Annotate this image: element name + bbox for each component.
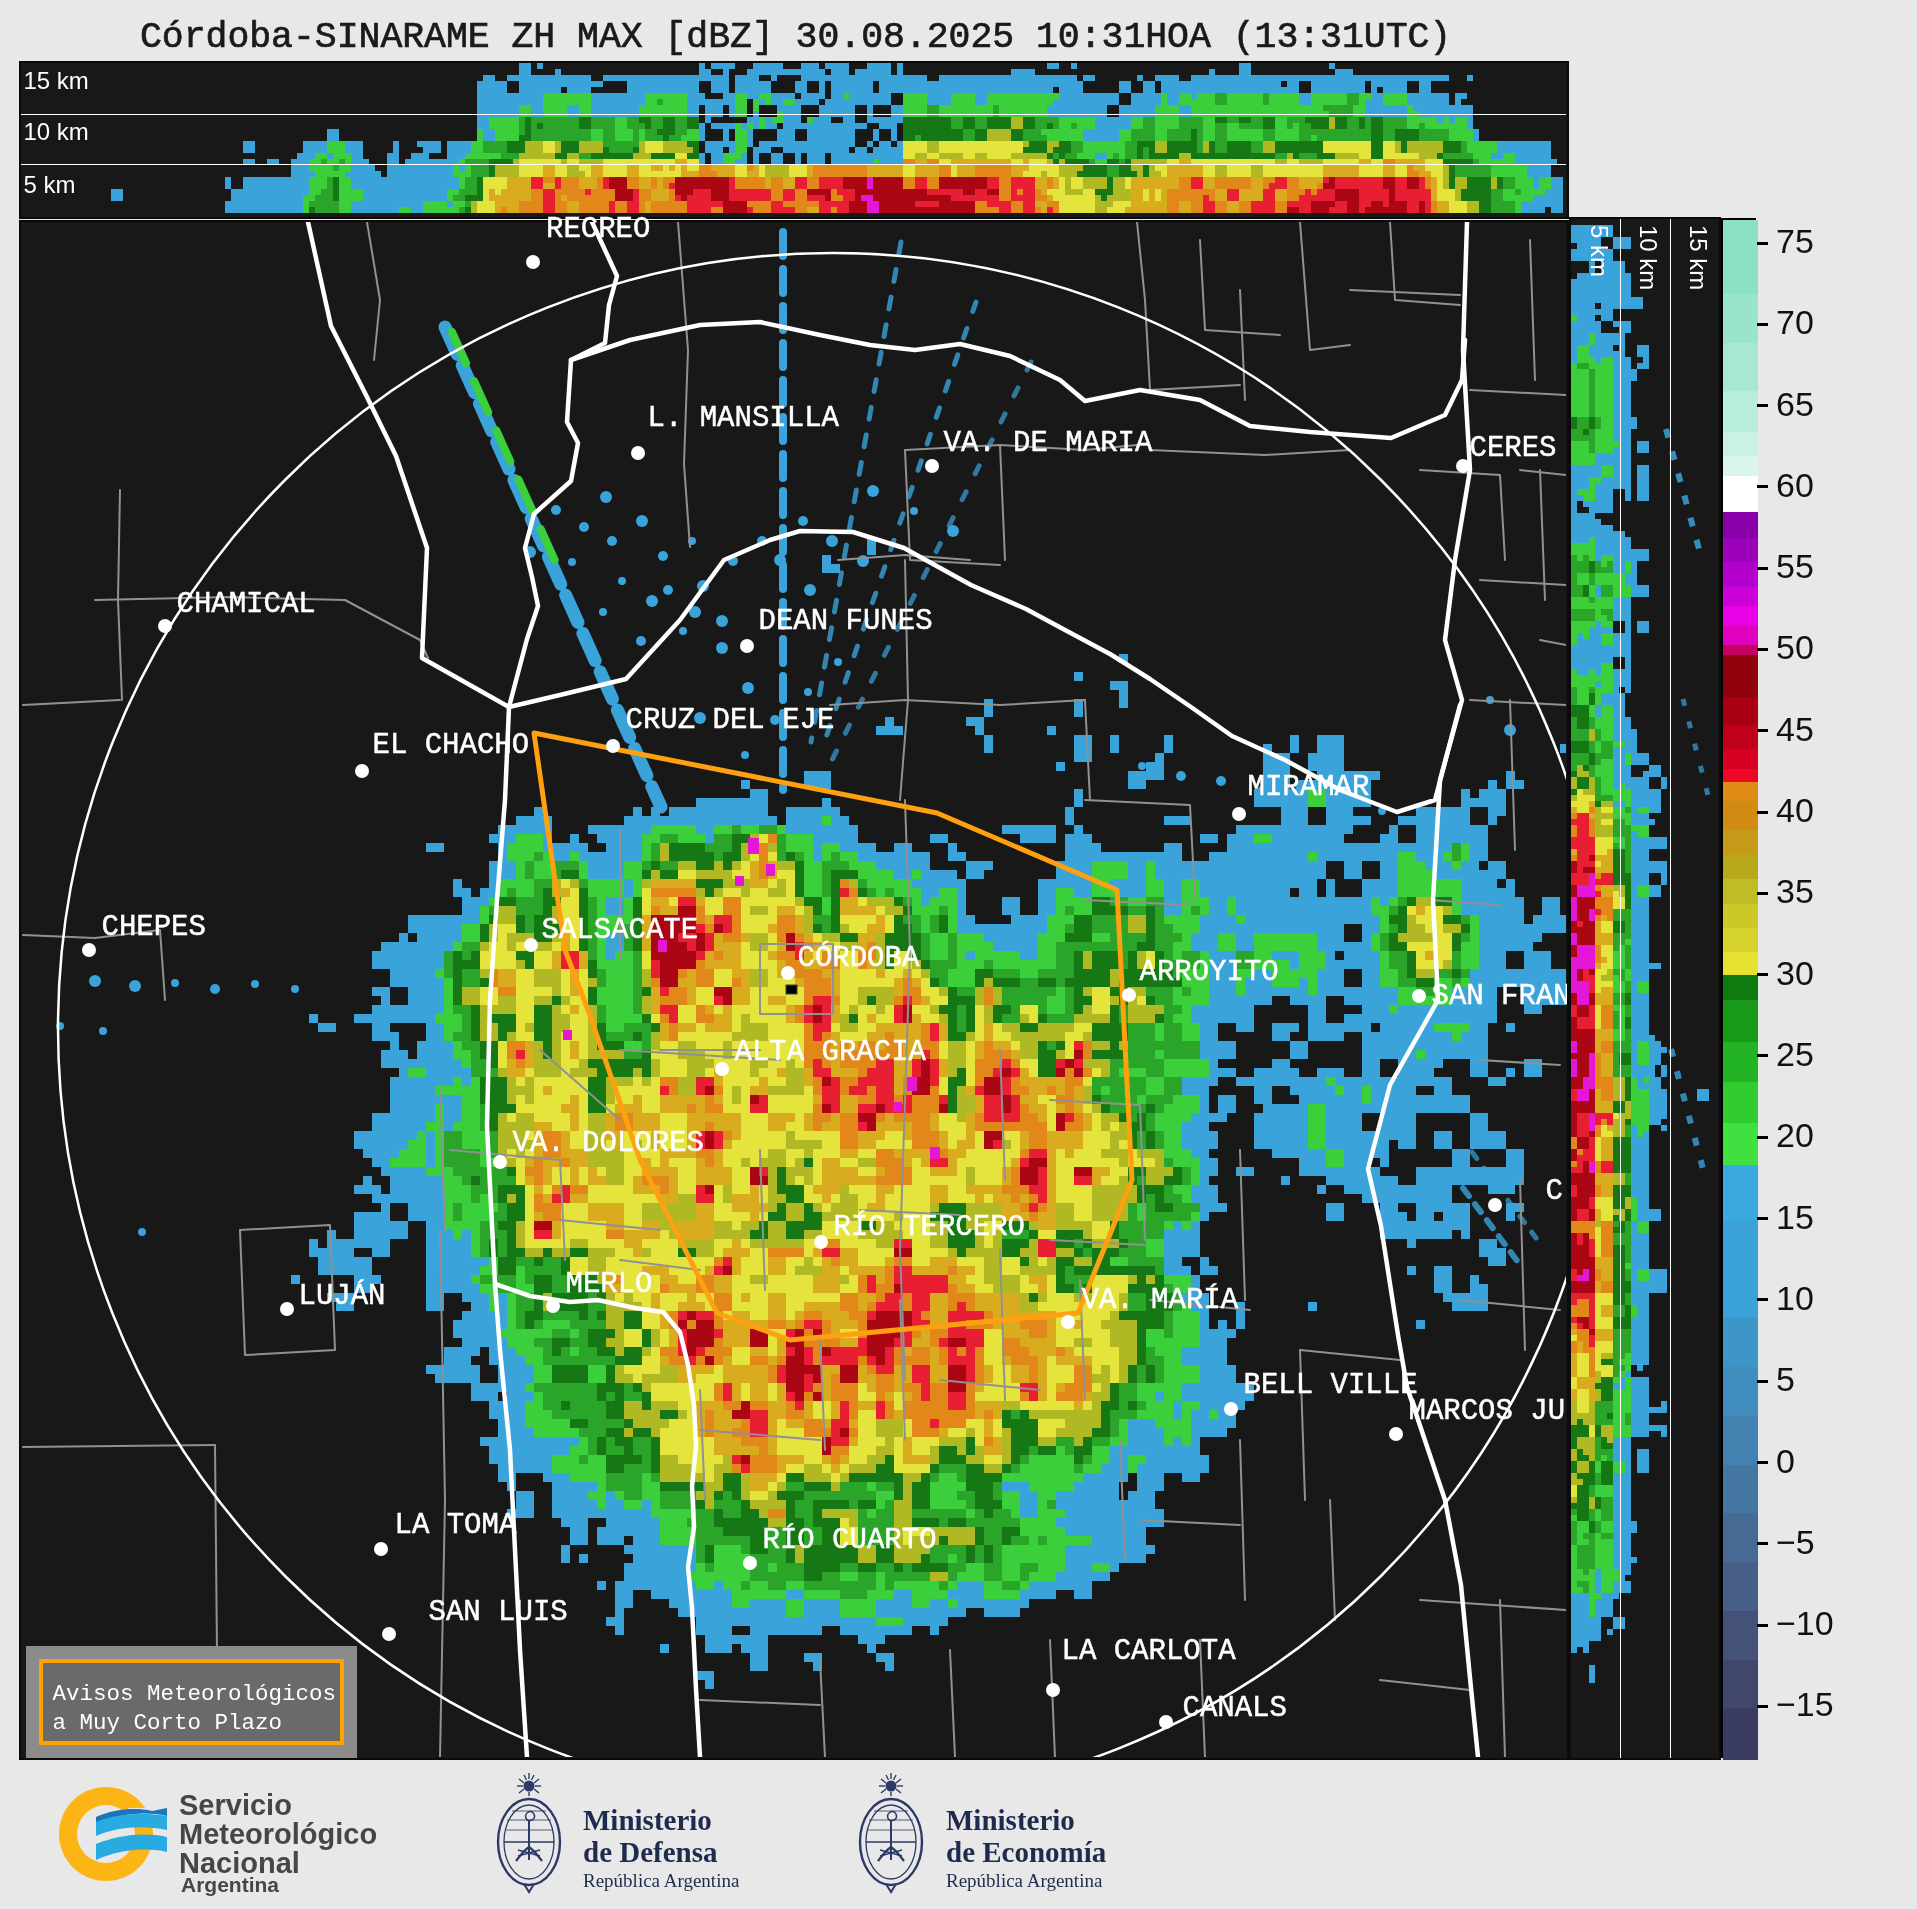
svg-text:de Defensa: de Defensa <box>583 1836 718 1868</box>
svg-text:Ministerio: Ministerio <box>946 1804 1075 1836</box>
svg-text:República Argentina: República Argentina <box>946 1870 1103 1891</box>
svg-text:República Argentina: República Argentina <box>583 1870 740 1891</box>
svg-text:Ministerio: Ministerio <box>583 1804 712 1836</box>
svg-text:de Economía: de Economía <box>946 1836 1107 1868</box>
svg-text:Argentina: Argentina <box>181 1873 279 1896</box>
svg-text:Meteorológico: Meteorológico <box>179 1818 377 1850</box>
svg-text:Servicio: Servicio <box>179 1789 292 1821</box>
